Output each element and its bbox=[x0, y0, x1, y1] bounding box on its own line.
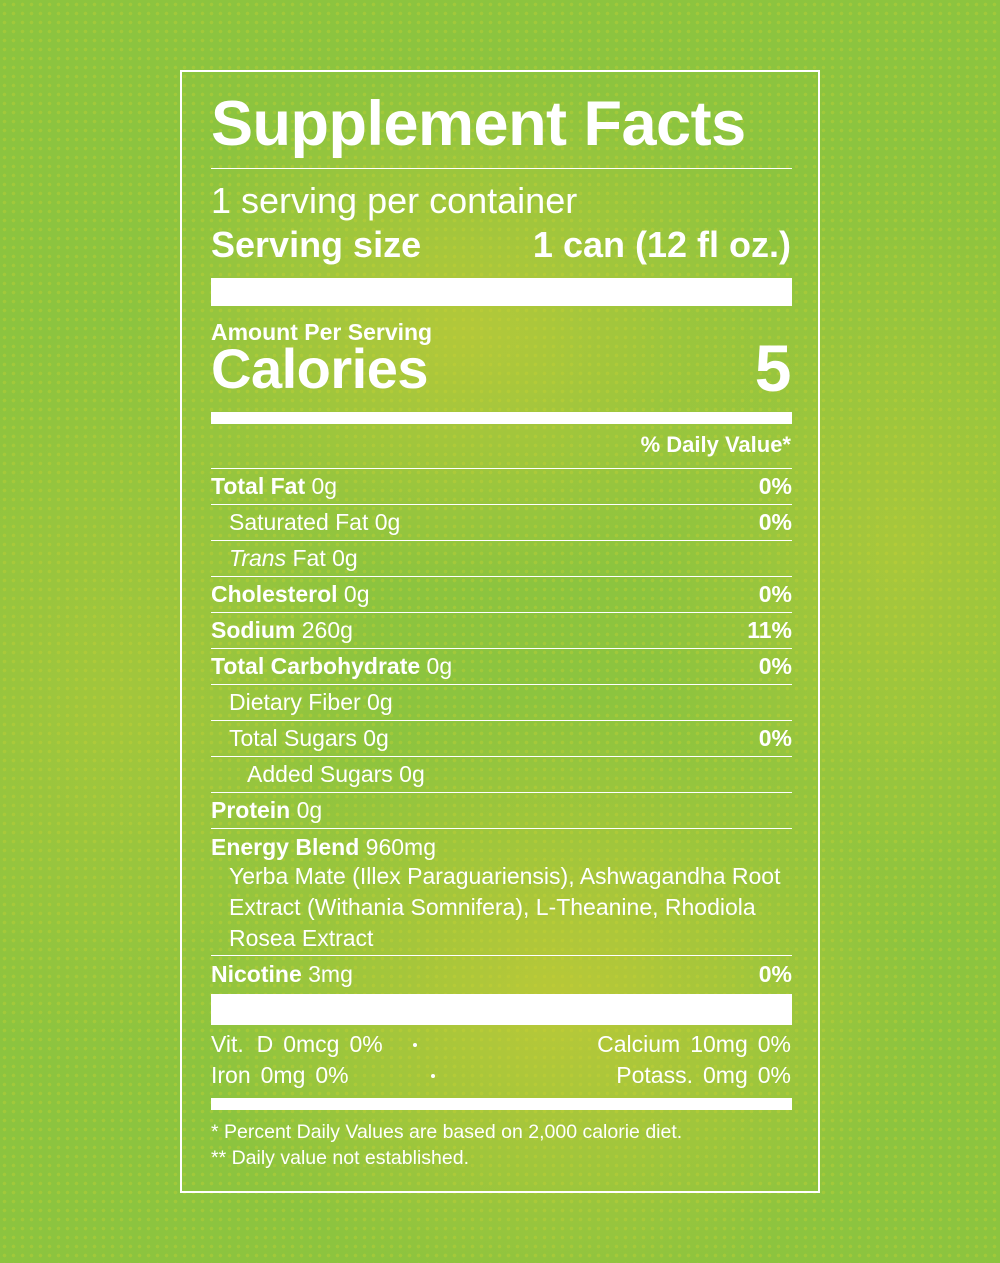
nutrient-amount: 0g bbox=[374, 509, 401, 535]
serving-size-value: 1 can (12 fl oz.) bbox=[532, 224, 791, 265]
mineral-dv: 0% bbox=[757, 1031, 791, 1057]
nutrient-name: Dietary Fiber bbox=[229, 689, 361, 715]
nutrient-row: Added Sugars 0g bbox=[211, 757, 792, 793]
nutrient-amount: 260g bbox=[301, 617, 353, 643]
nutrient-row: Trans Fat 0g bbox=[211, 541, 792, 577]
mineral-amount: 0mcg bbox=[283, 1031, 340, 1057]
mineral-amount: 0mg bbox=[260, 1062, 306, 1088]
mineral-name: Calcium bbox=[597, 1031, 681, 1057]
nutrient-name-italic: Trans bbox=[229, 545, 287, 571]
nutrient-amount: 0g bbox=[311, 473, 338, 499]
nutrient-name: Total Fat bbox=[211, 473, 306, 499]
separator-dot bbox=[430, 1073, 435, 1078]
mineral-dv: 0% bbox=[315, 1062, 349, 1088]
nutrient-row: Total Fat 0g 0% bbox=[211, 469, 792, 505]
mineral-dv: 0% bbox=[349, 1031, 383, 1057]
nutrient-name: Nicotine bbox=[211, 960, 302, 987]
nutrient-amount: 0g bbox=[426, 653, 453, 679]
calories-value: 5 bbox=[754, 331, 792, 405]
mineral-name: Vit. D bbox=[211, 1031, 274, 1057]
nutrient-dv: 0% bbox=[758, 509, 792, 535]
amount-per-serving: Amount Per Serving bbox=[211, 319, 433, 345]
rule bbox=[211, 168, 792, 169]
nutrient-dv: 0% bbox=[758, 653, 792, 679]
nutrient-amount: 960mg bbox=[365, 834, 436, 860]
calories: Calories 5 bbox=[211, 331, 792, 406]
mineral-dv: 0% bbox=[757, 1062, 791, 1088]
nutrient-row: Dietary Fiber 0g bbox=[211, 685, 792, 721]
nutrient-amount: 0g bbox=[296, 797, 323, 823]
nutrient-table: Total Fat 0g 0% Saturated Fat 0g 0% Trans … bbox=[211, 468, 792, 992]
nutrient-name: Fat bbox=[292, 545, 326, 571]
medium-bar bbox=[211, 412, 792, 424]
nutrient-row: Total Carbohydrate 0g 0% bbox=[211, 649, 792, 685]
footnote: ** Daily value not established. bbox=[211, 1147, 469, 1169]
mineral-amount: 0mg bbox=[703, 1062, 748, 1088]
nutrient-name: Energy Blend bbox=[211, 834, 360, 860]
separator-dot bbox=[412, 1042, 417, 1047]
mineral-name: Iron bbox=[211, 1062, 251, 1088]
serving-size: Serving size 1 can (12 fl oz.) bbox=[211, 224, 791, 266]
servings-per-container: 1 serving per container bbox=[211, 180, 578, 221]
nutrient-amount: 0g bbox=[363, 725, 389, 751]
nutrient-dv: 0% bbox=[758, 473, 792, 499]
nutrient-dv: 0% bbox=[758, 960, 792, 987]
blend-description: Yerba Mate (Illex Paraguariensis), Ashwa… bbox=[229, 863, 781, 951]
medium-bar bbox=[211, 1098, 792, 1110]
nutrient-name: Sodium bbox=[211, 617, 296, 643]
nutrient-row: Total Sugars 0g 0% bbox=[211, 721, 792, 757]
nutrient-row: Protein 0g bbox=[211, 793, 792, 829]
nutrient-row: Cholesterol 0g 0% bbox=[211, 577, 792, 613]
nutrient-name: Protein bbox=[211, 797, 291, 823]
title: Supplement Facts bbox=[211, 89, 746, 159]
mineral-amount: 10mg bbox=[690, 1031, 748, 1057]
calories-label: Calories bbox=[211, 337, 429, 400]
nutrient-amount: 0g bbox=[343, 581, 370, 607]
nutrient-amount: 0g bbox=[367, 689, 393, 715]
label-border bbox=[180, 70, 820, 1193]
nutrient-name: Total Carbohydrate bbox=[211, 653, 421, 679]
nutrient-name: Saturated Fat bbox=[229, 509, 369, 535]
mineral-row: Iron 0mg 0% Potass. 0mg 0% bbox=[211, 1062, 791, 1089]
nutrient-name: Added Sugars bbox=[247, 761, 393, 787]
nutrient-amount: 0g bbox=[399, 761, 425, 787]
nutrient-amount: 0g bbox=[332, 545, 358, 571]
nutrient-row: Nicotine 3mg 0% bbox=[211, 956, 792, 992]
serving-size-label: Serving size bbox=[211, 224, 422, 265]
nutrient-dv: 0% bbox=[758, 581, 792, 607]
nutrient-row: Saturated Fat 0g 0% bbox=[211, 505, 792, 541]
nutrient-dv: 11% bbox=[747, 617, 792, 643]
nutrient-amount: 3mg bbox=[308, 960, 353, 987]
nutrient-dv: 0% bbox=[758, 725, 792, 751]
footnote: * Percent Daily Values are based on 2,00… bbox=[211, 1121, 683, 1143]
nutrient-row: Sodium 260g 11% bbox=[211, 613, 792, 649]
nutrient-name: Cholesterol bbox=[211, 581, 338, 607]
mineral-name: Potass. bbox=[616, 1062, 693, 1088]
thick-bar bbox=[211, 994, 792, 1025]
thick-bar bbox=[211, 278, 792, 306]
nutrient-name: Total Sugars bbox=[229, 725, 357, 751]
nutrient-row: Energy Blend 960mg Yerba Mate (Illex Par… bbox=[211, 829, 792, 956]
daily-value-header: % Daily Value* bbox=[640, 432, 791, 457]
mineral-row: Vit. D 0mcg 0% Calcium 10mg 0% bbox=[211, 1031, 791, 1058]
